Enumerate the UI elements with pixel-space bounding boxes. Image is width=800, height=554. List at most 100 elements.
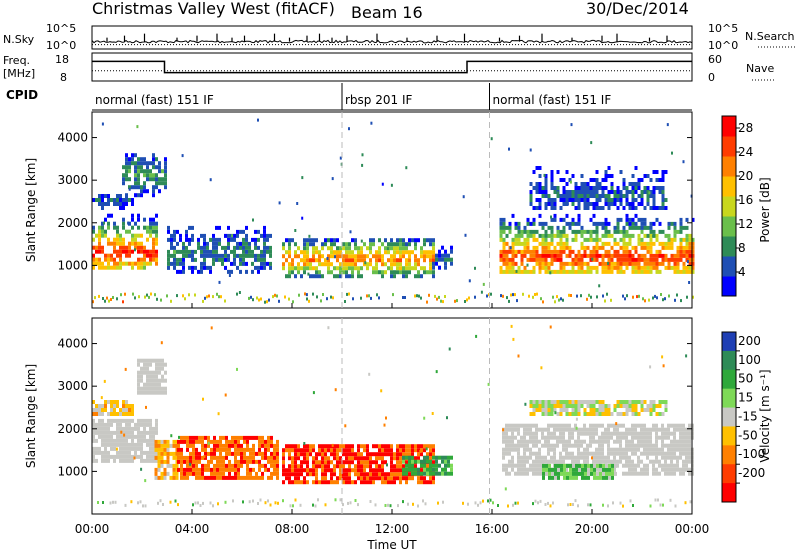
velocity-cell bbox=[258, 439, 261, 444]
velocity-cell bbox=[577, 443, 580, 448]
velocity-cell bbox=[589, 435, 592, 440]
velocity-cell bbox=[429, 456, 432, 461]
power-cell bbox=[432, 254, 435, 259]
velocity-cell bbox=[369, 472, 372, 477]
velocity-cell bbox=[258, 451, 261, 456]
power-cell bbox=[107, 198, 110, 202]
power-cell bbox=[104, 233, 107, 238]
velocity-cell bbox=[553, 443, 556, 448]
velocity-cell bbox=[420, 448, 423, 453]
power-cell bbox=[550, 174, 554, 178]
power-cell bbox=[92, 245, 95, 250]
velocity-cell bbox=[673, 435, 676, 440]
power-cell bbox=[505, 241, 509, 246]
velocity-cell bbox=[613, 439, 616, 444]
velocity-cell bbox=[547, 447, 550, 452]
power-cell bbox=[149, 173, 152, 178]
power-cell bbox=[691, 245, 695, 250]
velocity-cell bbox=[554, 411, 557, 415]
power-cell bbox=[152, 221, 155, 226]
velocity-cell bbox=[646, 404, 650, 408]
velocity-cell bbox=[611, 467, 614, 472]
power-cell bbox=[108, 299, 110, 303]
velocity-cell bbox=[357, 503, 359, 507]
velocity-cell bbox=[396, 452, 399, 457]
velocity-cell bbox=[314, 504, 317, 508]
velocity-cell bbox=[255, 451, 258, 456]
power-cell bbox=[288, 250, 291, 255]
velocity-cell bbox=[95, 450, 98, 455]
velocity-cell bbox=[441, 455, 444, 460]
velocity-cell bbox=[670, 439, 673, 444]
power-cell bbox=[580, 229, 584, 234]
power-cell bbox=[499, 221, 503, 226]
cpid-segments: normal (fast) 151 IF rbsp 201 IF normal (f… bbox=[92, 83, 692, 111]
velocity-cell bbox=[294, 468, 297, 473]
power-cell bbox=[652, 261, 656, 266]
velocity-cell bbox=[128, 434, 131, 439]
power-cell bbox=[239, 229, 242, 234]
power-cell bbox=[577, 257, 581, 262]
velocity-cell bbox=[258, 475, 261, 480]
power-cell bbox=[131, 261, 134, 266]
velocity-cell bbox=[578, 471, 581, 476]
velocity-cell bbox=[532, 412, 536, 416]
velocity-cell bbox=[342, 476, 345, 481]
power-cell bbox=[544, 194, 548, 198]
velocity-cell bbox=[396, 448, 399, 453]
velocity-cell bbox=[210, 471, 213, 476]
velocity-cell bbox=[137, 358, 140, 363]
power-colorbar-swatch bbox=[722, 216, 736, 237]
velocity-cell bbox=[175, 471, 179, 476]
velocity-cell bbox=[158, 390, 161, 395]
velocity-cell bbox=[542, 463, 545, 468]
velocity-cell bbox=[336, 452, 339, 457]
velocity-cell bbox=[390, 464, 393, 469]
velocity-cell bbox=[360, 468, 363, 473]
velocity-cell bbox=[643, 427, 646, 432]
velocity-cell bbox=[575, 471, 578, 476]
velocity-cell bbox=[288, 476, 291, 481]
power-cell bbox=[152, 165, 155, 170]
power-cell bbox=[640, 229, 644, 234]
velocity-cell bbox=[613, 423, 616, 428]
velocity-cell bbox=[577, 435, 580, 440]
velocity-cell bbox=[662, 503, 664, 507]
velocity-cell bbox=[297, 476, 300, 481]
velocity-cell bbox=[631, 431, 634, 436]
velocity-cell bbox=[137, 438, 140, 443]
power-cell bbox=[592, 206, 596, 210]
velocity-cell bbox=[664, 443, 667, 448]
power-cell bbox=[586, 245, 590, 250]
power-cell bbox=[535, 261, 539, 266]
velocity-cell bbox=[426, 480, 429, 485]
power-cell bbox=[218, 295, 220, 299]
power-cell bbox=[562, 245, 566, 250]
power-cell bbox=[523, 245, 527, 250]
power-colorbar-swatch bbox=[722, 156, 736, 177]
y-tick-label: 4000 bbox=[57, 131, 88, 145]
velocity-cell bbox=[381, 452, 384, 457]
power-cell bbox=[372, 266, 375, 271]
velocity-cell bbox=[261, 475, 264, 480]
velocity-cell bbox=[568, 451, 571, 456]
power-cell bbox=[101, 225, 104, 230]
power-cell bbox=[580, 190, 584, 194]
power-cell bbox=[134, 165, 137, 170]
velocity-cell bbox=[550, 431, 553, 436]
power-cell bbox=[550, 229, 554, 234]
velocity-cell bbox=[586, 447, 589, 452]
cpid-segment-label: rbsp 201 IF bbox=[345, 93, 412, 107]
velocity-cell bbox=[619, 431, 622, 436]
velocity-cell bbox=[339, 448, 342, 453]
power-cell bbox=[583, 237, 587, 242]
velocity-cell bbox=[351, 452, 354, 457]
velocity-cell bbox=[649, 365, 652, 369]
power-cell bbox=[378, 254, 381, 259]
velocity-cell bbox=[339, 464, 342, 469]
velocity-cell bbox=[640, 451, 643, 456]
velocity-cell bbox=[228, 439, 231, 444]
power-cell bbox=[348, 127, 350, 131]
velocity-cell bbox=[577, 404, 581, 408]
power-cell bbox=[538, 233, 542, 238]
